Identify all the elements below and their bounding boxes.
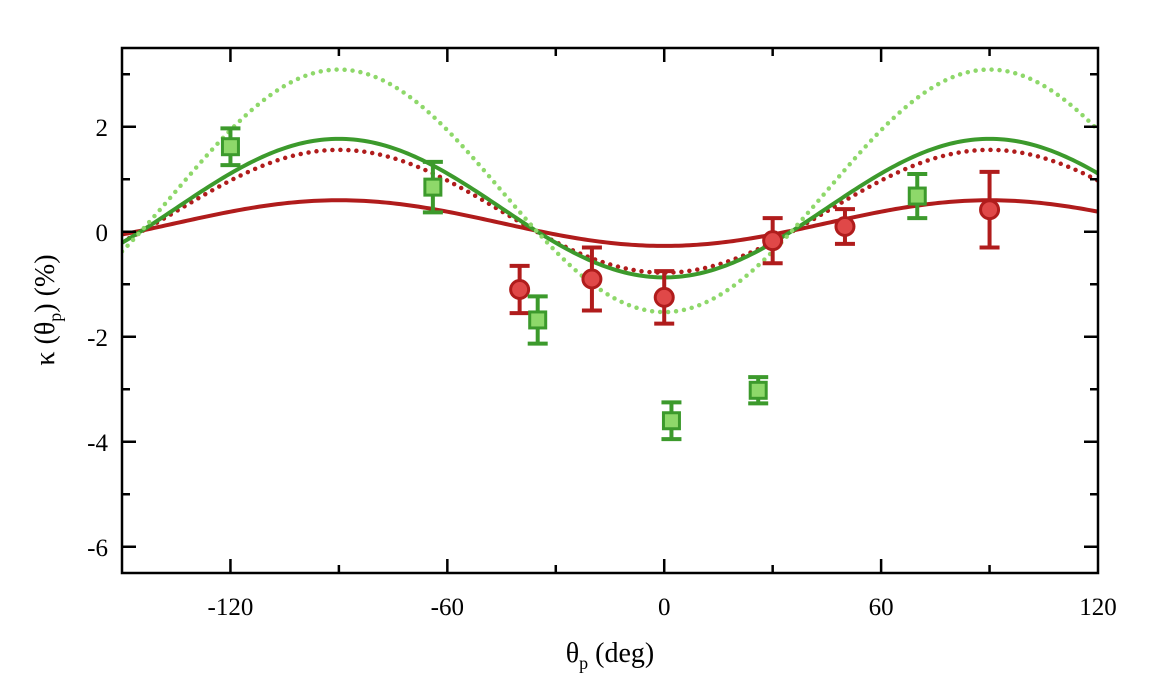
circle-marker (979, 199, 1001, 221)
green-square-point (907, 172, 928, 221)
red-circle-point (653, 269, 675, 326)
square-marker (661, 411, 681, 431)
red-circle-point (509, 263, 531, 316)
light-green-dotted-curve (122, 67, 1098, 315)
green-square-point (661, 400, 682, 442)
circle-marker (653, 286, 675, 308)
y-tick-label: 2 (96, 115, 109, 142)
green-square-point (748, 375, 769, 406)
x-tick-label: 120 (1079, 594, 1117, 621)
green-square-point (527, 294, 548, 346)
y-tick-label: -2 (87, 325, 108, 352)
y-tick-label: 0 (96, 220, 109, 247)
y-axis-label: κ (θp) (%) (30, 254, 65, 365)
red-solid-fit (122, 198, 1098, 248)
square-marker (907, 186, 927, 206)
circle-marker (834, 216, 856, 237)
square-marker (528, 310, 548, 330)
y-tick-label: -6 (87, 535, 108, 562)
circle-marker (509, 279, 531, 300)
x-tick-label: 0 (658, 594, 671, 621)
green-square-point (422, 159, 443, 215)
red-circle-point (762, 216, 784, 266)
square-marker (220, 137, 240, 157)
x-tick-label: -60 (431, 594, 464, 621)
points-layer (220, 126, 1001, 442)
red-circle-point (979, 169, 1001, 250)
red-circle-point (834, 207, 856, 246)
y-axis-label-subscript: p (45, 313, 65, 322)
green-square-point (220, 126, 241, 168)
square-marker (748, 380, 768, 400)
red-dotted-curve (122, 147, 1098, 275)
x-axis-label-symbol: θ (566, 638, 579, 669)
curves-layer (122, 67, 1098, 315)
square-marker (423, 177, 443, 197)
green-solid-fit (122, 136, 1098, 280)
circle-marker (762, 230, 784, 252)
ticks-layer (122, 48, 1098, 573)
x-axis-label-unit: (deg) (588, 638, 654, 669)
tick-labels-layer: -120 -60 0 60 120 -6 -4 -2 0 2 (87, 115, 1117, 621)
x-tick-label: 60 (869, 594, 894, 621)
x-axis-label-subscript: p (579, 653, 588, 673)
x-tick-label: -120 (208, 594, 254, 621)
red-circle-point (581, 245, 603, 313)
y-axis-label-unit: ) (%) (30, 254, 61, 312)
x-axis-label: θp (deg) (566, 638, 655, 673)
y-tick-label: -4 (87, 430, 108, 457)
circle-marker (581, 268, 603, 290)
plot-frame (120, 46, 1100, 575)
y-axis-label-main: κ (θ (30, 322, 61, 366)
